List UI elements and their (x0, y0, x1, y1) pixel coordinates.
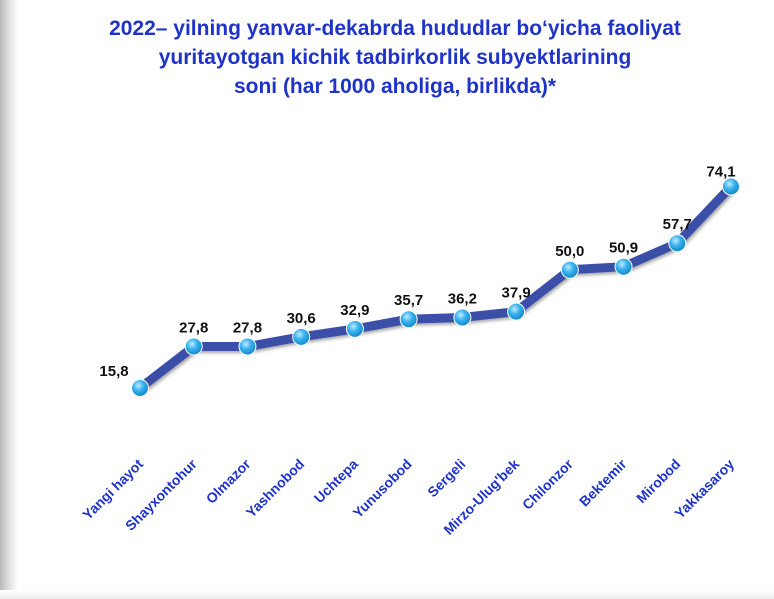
value-label-layer: 15,8 27,8 27,8 30,6 32,9 35,7 36,2 37,9 50,0 50,9… (99, 164, 735, 380)
data-point-marker (453, 308, 472, 327)
data-value-label: 50,9 (609, 240, 638, 257)
data-value-label: 27,8 (233, 320, 262, 337)
data-point-marker (184, 337, 203, 356)
data-value-label: 27,8 (179, 320, 208, 337)
data-value-label: 15,8 (99, 363, 128, 380)
data-value-label: 57,7 (663, 216, 692, 233)
data-point-marker (560, 260, 579, 279)
x-tick-label: Uchtepa (311, 456, 362, 507)
data-point-marker (131, 379, 149, 397)
bottom-edge-shadow (0, 590, 774, 599)
chart-title-line-2: yuritayotgan kichik tadbirkorlik subyekt… (158, 46, 632, 69)
left-edge-shadow (0, 0, 18, 599)
data-point-marker (722, 177, 740, 196)
x-tick-label: Bektemir (576, 455, 630, 509)
x-tick-label: Chilonzor (519, 455, 576, 512)
series-layer (135, 182, 736, 393)
x-tick-label: Sergeli (424, 456, 468, 500)
data-value-label: 36,2 (448, 290, 477, 307)
data-point-marker (614, 257, 633, 276)
data-point-marker (507, 302, 526, 321)
data-point-marker (292, 327, 311, 346)
data-value-label: 35,7 (394, 292, 423, 309)
x-tick-label: Olmazor (203, 455, 254, 506)
series-line (135, 182, 736, 393)
x-tick-label: Yashnobod (243, 456, 308, 521)
data-value-label: 74,1 (706, 164, 735, 181)
x-tick-label: Mirobod (633, 456, 683, 506)
data-point-marker (668, 234, 687, 253)
data-point-marker (345, 319, 364, 338)
data-point-marker (399, 310, 418, 329)
data-value-label: 50,0 (555, 243, 584, 260)
data-point-marker (238, 337, 257, 356)
data-value-label: 30,6 (287, 310, 316, 327)
chart-title-line-3: soni (har 1000 aholiga, birlikda)* (233, 75, 557, 98)
marker-layer (131, 177, 740, 397)
data-value-label: 32,9 (340, 302, 369, 319)
data-value-label: 37,9 (501, 285, 530, 302)
chart-title-line-1: 2022– yilning yanvar-dekabrda hududlar b… (109, 17, 681, 40)
chart-title: 2022– yilning yanvar-dekabrda hududlar b… (30, 14, 760, 101)
